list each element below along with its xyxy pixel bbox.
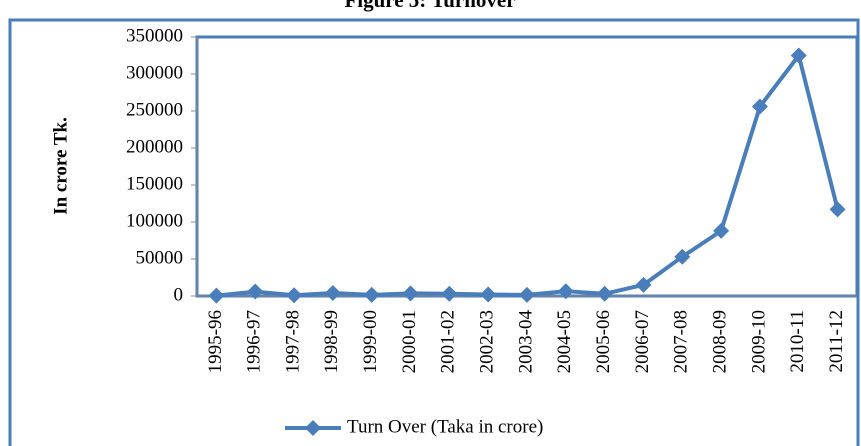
y-tick-label: 150000 xyxy=(126,173,183,194)
legend-label: Turn Over (Taka in crore) xyxy=(347,416,543,437)
x-tick-label: 2001-02 xyxy=(438,310,459,373)
point xyxy=(790,47,807,64)
point xyxy=(480,286,497,303)
point xyxy=(674,248,691,265)
point xyxy=(519,286,535,303)
x-tick-label: 1996-97 xyxy=(244,310,265,373)
x-tick-label: 2005-06 xyxy=(593,310,614,373)
x-tick-label: 2006-07 xyxy=(632,310,653,373)
x-tick-label: 2008-09 xyxy=(709,310,730,373)
point xyxy=(751,98,768,115)
y-tick-label: 250000 xyxy=(126,99,183,120)
x-tick-label: 2009-10 xyxy=(748,310,769,373)
line xyxy=(216,53,840,298)
point xyxy=(324,285,341,302)
y-tick-label: 300000 xyxy=(126,62,183,83)
x-tick-label: 2004-05 xyxy=(554,310,575,373)
y-tick-label: 100000 xyxy=(126,210,183,231)
chart-title: Figure 5: Turnover xyxy=(344,0,515,12)
chart-frame xyxy=(8,18,860,446)
point xyxy=(596,285,613,302)
plot-frame xyxy=(195,35,859,298)
legend-marker xyxy=(305,420,321,436)
x-tick-label: 2003-04 xyxy=(515,310,536,374)
x-tick-label: 2011-12 xyxy=(826,310,847,373)
point xyxy=(441,285,458,302)
point xyxy=(402,285,419,302)
x-tick-label: 1995-96 xyxy=(205,310,226,373)
y-tick-label: 0 xyxy=(174,284,184,305)
x-tick-label: 2002-03 xyxy=(477,310,498,373)
x-tick-label: 1998-99 xyxy=(321,310,342,373)
x-tick-label: 1999-00 xyxy=(360,310,381,373)
point xyxy=(829,201,846,218)
point xyxy=(557,283,574,300)
x-tick-label: 1997-98 xyxy=(282,310,303,373)
y-tick-label: 50000 xyxy=(136,247,184,268)
point xyxy=(208,287,225,304)
y-tick-label: 200000 xyxy=(126,136,183,157)
point xyxy=(635,276,652,293)
x-tick-label: 2007-08 xyxy=(671,310,692,373)
x-tick-label: 2000-01 xyxy=(399,310,420,373)
point xyxy=(286,287,303,304)
point xyxy=(363,286,380,303)
y-tick-label: 350000 xyxy=(126,25,183,46)
point xyxy=(713,222,730,239)
y-axis-title: In crore Tk. xyxy=(50,117,71,215)
point xyxy=(247,283,264,300)
x-tick-label: 2010-11 xyxy=(787,310,808,373)
